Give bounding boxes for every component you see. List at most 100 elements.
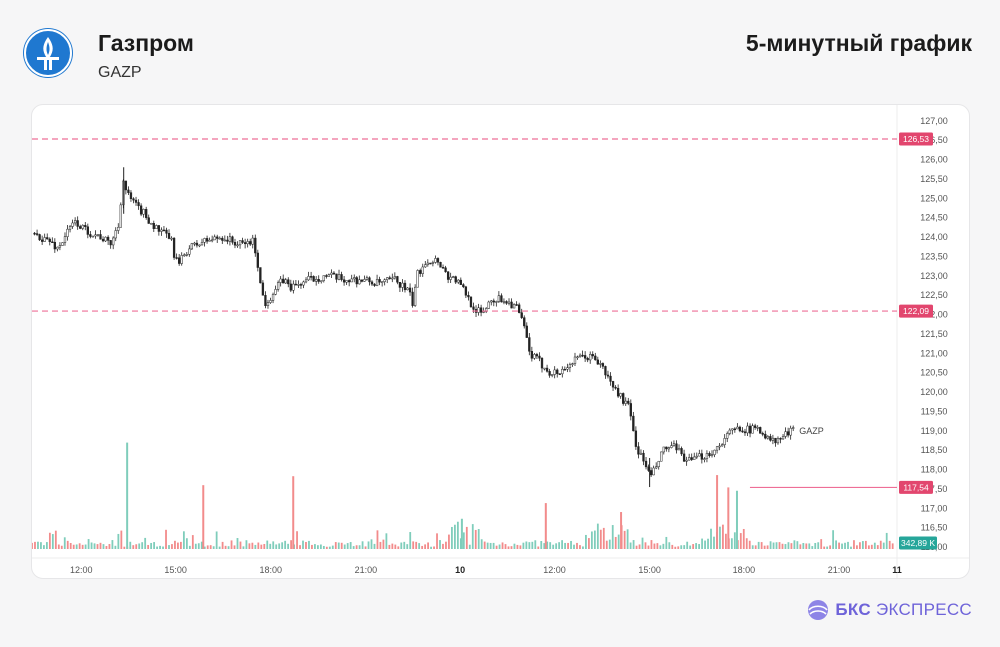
candle-body xyxy=(195,242,199,246)
volume-bar xyxy=(864,540,867,549)
candle-body xyxy=(393,276,396,279)
candle-body xyxy=(756,427,759,429)
header: Газпром GAZP 5-минутный график xyxy=(0,0,1000,100)
candle-body xyxy=(568,364,572,368)
candle-body xyxy=(721,444,724,447)
price-chart[interactable]: 127,00 126,50 126,00 125,50 125,00 124,50 124,… xyxy=(32,105,969,578)
candle-body xyxy=(226,239,229,242)
candle-body xyxy=(715,446,719,451)
volume-bar xyxy=(227,546,230,549)
candle-body xyxy=(48,238,51,242)
candle-body xyxy=(112,237,115,246)
candle-body xyxy=(373,283,376,286)
candle-body xyxy=(502,301,506,303)
candle-body xyxy=(134,199,138,203)
volume-bar xyxy=(593,530,596,549)
candle-body xyxy=(677,448,681,451)
y-tick-label: 125,50 xyxy=(920,174,948,184)
candle-body xyxy=(743,431,747,434)
candle-body xyxy=(175,257,178,259)
candle-body xyxy=(337,274,341,280)
candle-body xyxy=(370,281,374,285)
volume-bar xyxy=(808,543,811,549)
candle-body xyxy=(228,236,232,242)
candle-body xyxy=(667,447,671,450)
candle-body xyxy=(467,295,470,298)
volume-bar xyxy=(525,541,528,549)
volume-bar xyxy=(96,544,99,549)
candle-body xyxy=(566,367,569,370)
volume-bar xyxy=(462,532,465,549)
volume-bar xyxy=(355,545,358,549)
candle-body xyxy=(221,237,224,241)
volume-bar xyxy=(48,532,51,549)
candle-body xyxy=(38,234,41,241)
candle-body xyxy=(548,371,551,376)
candle-body xyxy=(718,445,721,448)
volume-bar xyxy=(796,541,799,549)
volume-bar xyxy=(671,544,674,549)
y-tick-label: 122,00 xyxy=(920,310,948,320)
volume-bar xyxy=(486,542,489,549)
y-tick-label: 123,50 xyxy=(920,251,948,261)
volume-bar xyxy=(257,542,260,549)
y-tick-label: 121,00 xyxy=(920,348,948,358)
volume-bar xyxy=(468,544,471,549)
volume-bar xyxy=(200,541,203,549)
candle-body xyxy=(86,226,89,235)
candle-body xyxy=(604,366,607,376)
volume-bar xyxy=(403,541,406,549)
volume-bar xyxy=(677,546,680,549)
volume-bar xyxy=(501,542,504,549)
volume-bar xyxy=(710,528,712,549)
volume-bar xyxy=(138,543,141,549)
gazprom-flame-icon xyxy=(23,28,73,78)
volume-bar xyxy=(60,545,63,549)
volume-bar xyxy=(32,542,33,549)
candle-body xyxy=(106,236,110,241)
candle-body xyxy=(43,237,46,242)
candle-body xyxy=(117,227,120,231)
candle-body xyxy=(71,222,74,227)
candle-body xyxy=(76,220,79,227)
candle-body xyxy=(378,279,381,283)
candle-body xyxy=(515,304,518,306)
volume-bar xyxy=(555,543,558,549)
candle-body xyxy=(553,369,556,375)
volume-bar xyxy=(54,530,57,549)
candle-body xyxy=(172,237,176,258)
candle-body xyxy=(183,254,186,257)
candle-body xyxy=(792,427,795,429)
candle-body xyxy=(563,368,566,371)
candle-body xyxy=(170,237,173,240)
volume-bar xyxy=(659,545,662,549)
candle-body xyxy=(535,354,539,357)
volume-bar xyxy=(451,526,453,549)
volume-bar xyxy=(418,543,421,549)
candle-body xyxy=(545,367,549,372)
x-tick-label: 18:00 xyxy=(733,565,756,575)
candle-body xyxy=(68,226,72,230)
candle-body xyxy=(211,239,214,242)
volume-bar xyxy=(182,531,185,549)
candle-body xyxy=(66,228,69,237)
candle-body xyxy=(436,258,440,263)
candle-body xyxy=(89,234,92,237)
volume-bar xyxy=(748,540,751,549)
volume-bar xyxy=(135,544,138,549)
volume-bar xyxy=(102,544,105,549)
candle-body xyxy=(233,242,237,246)
volume-bar xyxy=(248,543,251,549)
candle-body xyxy=(271,294,275,301)
candle-body xyxy=(619,393,622,397)
volume-spike-bar xyxy=(202,485,205,549)
candle-body xyxy=(639,452,643,455)
volume-bar xyxy=(832,530,835,549)
candle-body xyxy=(655,466,658,469)
volume-bar xyxy=(147,544,150,549)
volume-bar xyxy=(69,542,72,549)
volume-bar xyxy=(570,540,572,549)
volume-bar xyxy=(495,545,498,549)
candle-body xyxy=(213,236,216,241)
volume-bar xyxy=(165,529,167,549)
